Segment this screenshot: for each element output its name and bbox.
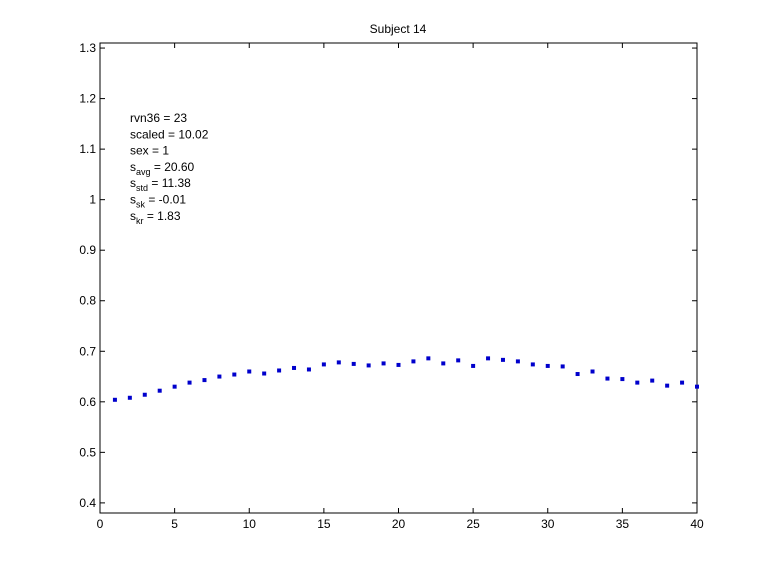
data-point xyxy=(112,397,117,402)
annotation-text: scaled = 10.02 xyxy=(130,127,209,141)
data-point xyxy=(142,392,147,397)
data-point xyxy=(665,383,670,388)
annotation-line: savg = 20.60 xyxy=(130,160,195,177)
data-point xyxy=(262,371,267,376)
x-tick-label: 10 xyxy=(243,517,257,531)
x-tick-label: 25 xyxy=(466,517,480,531)
data-point xyxy=(695,384,699,389)
data-point xyxy=(545,363,550,368)
annotation-text: sex = 1 xyxy=(130,144,169,158)
data-point xyxy=(620,377,625,382)
data-point xyxy=(247,369,252,374)
y-tick-label: 0.9 xyxy=(79,243,96,257)
x-tick-label: 0 xyxy=(97,517,104,531)
y-tick-label: 1.1 xyxy=(79,142,96,156)
data-point xyxy=(530,362,535,367)
data-point xyxy=(157,388,162,393)
data-point xyxy=(426,356,431,361)
annotation-subscript: avg xyxy=(136,167,151,177)
x-tick-label: 35 xyxy=(616,517,630,531)
data-point xyxy=(456,358,461,363)
annotation-value: = 20.60 xyxy=(151,160,195,174)
y-tick-label: 0.5 xyxy=(79,445,96,459)
data-point xyxy=(560,364,565,369)
x-tick-label: 20 xyxy=(392,517,406,531)
y-tick-label: 0.7 xyxy=(79,344,96,358)
data-point xyxy=(486,356,491,361)
annotation-text: s xyxy=(130,209,136,223)
y-tick-label: 1.3 xyxy=(79,41,96,55)
data-point xyxy=(650,378,655,383)
data-point xyxy=(217,374,222,379)
data-point xyxy=(575,372,580,377)
y-tick-label: 0.6 xyxy=(79,395,96,409)
x-tick-label: 40 xyxy=(690,517,704,531)
data-point xyxy=(277,368,282,373)
annotation-text: s xyxy=(130,176,136,190)
annotation-text: rvn36 = 23 xyxy=(130,111,187,125)
annotation-line: skr = 1.83 xyxy=(130,209,181,226)
data-points xyxy=(112,356,699,402)
annotation-line: sex = 1 xyxy=(130,144,169,158)
plot-area xyxy=(99,42,698,514)
data-point xyxy=(366,363,371,368)
annotation-line: ssk = -0.01 xyxy=(130,193,186,210)
annotation-value: = -0.01 xyxy=(145,193,186,207)
data-point xyxy=(127,395,132,400)
data-point xyxy=(232,372,237,377)
data-point xyxy=(680,380,685,385)
annotation-text: s xyxy=(130,160,136,174)
annotation-text: s xyxy=(130,193,136,207)
data-point xyxy=(590,369,595,374)
x-tick-label: 15 xyxy=(317,517,331,531)
annotation-subscript: std xyxy=(136,183,148,193)
data-point xyxy=(635,380,640,385)
data-point xyxy=(471,363,476,368)
y-tick-label: 1.2 xyxy=(79,92,96,106)
data-point xyxy=(605,376,610,381)
data-point xyxy=(336,360,341,365)
chart-title: Subject 14 xyxy=(370,22,427,36)
data-point xyxy=(515,359,520,364)
data-point xyxy=(381,361,386,366)
y-tick-label: 0.4 xyxy=(79,496,96,510)
x-axis: 0 5 10 15 20 25 30 35 40 xyxy=(97,43,704,531)
data-point xyxy=(172,384,177,389)
x-tick-label: 5 xyxy=(171,517,178,531)
annotation-subscript: kr xyxy=(136,216,144,226)
data-point xyxy=(411,359,416,364)
annotation-value: = 11.38 xyxy=(148,176,191,190)
y-axis: 0.4 0.5 0.6 0.7 0.8 0.9 1 1.1 1.2 1.3 xyxy=(79,41,697,510)
data-point xyxy=(187,380,192,385)
data-point xyxy=(396,362,401,367)
data-point xyxy=(306,367,311,372)
data-point xyxy=(441,361,446,366)
x-tick-label: 30 xyxy=(541,517,555,531)
annotation-line: scaled = 10.02 xyxy=(130,127,209,141)
y-tick-label: 1 xyxy=(89,193,96,207)
data-point xyxy=(351,361,356,366)
data-point xyxy=(202,378,207,383)
annotation-subscript: sk xyxy=(136,200,146,210)
data-point xyxy=(292,365,297,370)
y-tick-label: 0.8 xyxy=(79,294,96,308)
data-point xyxy=(321,362,326,367)
annotation-value: = 1.83 xyxy=(144,209,181,223)
annotation-line: sstd = 11.38 xyxy=(130,176,191,193)
annotation-line: rvn36 = 23 xyxy=(130,111,187,125)
data-point xyxy=(500,357,505,362)
